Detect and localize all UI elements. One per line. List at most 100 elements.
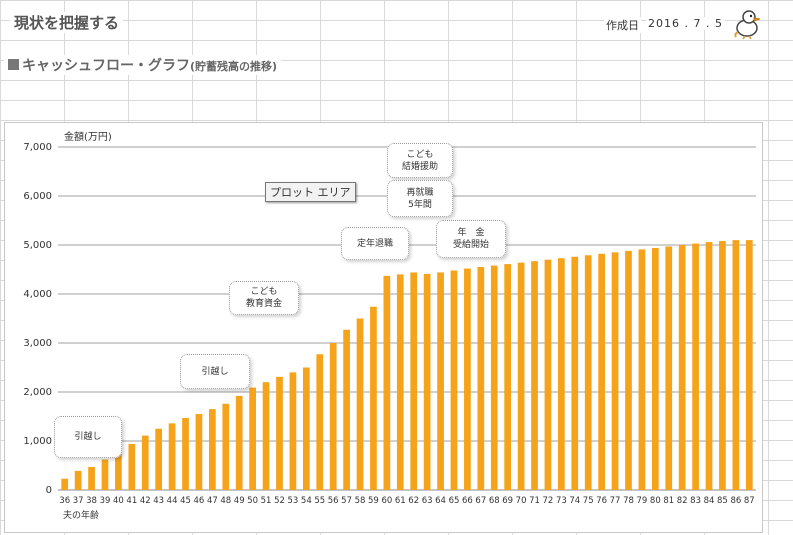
x-axis-title: 夫の年齢 — [63, 511, 100, 521]
bar — [517, 262, 525, 490]
callout-pension-start[interactable]: 年 金 受給開始 — [436, 220, 506, 258]
callout-education-fund[interactable]: こども 教育資金 — [229, 281, 299, 315]
y-tick-label: 0 — [46, 485, 52, 496]
x-tick-label: 63 — [422, 496, 433, 506]
y-tick-label: 5,000 — [23, 240, 52, 251]
bar — [611, 252, 619, 490]
callout-retirement[interactable]: 定年退職 — [341, 227, 409, 260]
section-heading: キャッシュフロー・グラフ(貯蓄残高の推移) — [4, 55, 282, 75]
x-tick-label: 83 — [690, 496, 701, 506]
x-tick-label: 52 — [274, 496, 285, 506]
callout-reemployment[interactable]: 再就職 5年間 — [387, 180, 453, 217]
bar — [692, 243, 699, 490]
bar — [678, 245, 686, 490]
bar — [584, 255, 592, 490]
x-tick-label: 53 — [287, 496, 298, 506]
x-tick-label: 75 — [583, 496, 594, 506]
bar — [61, 478, 69, 490]
x-tick-label: 36 — [59, 496, 70, 506]
x-tick-label: 66 — [462, 496, 473, 506]
x-tick-label: 38 — [86, 496, 97, 506]
bar — [665, 246, 673, 490]
callout-text: 受給開始 — [452, 240, 489, 250]
bar — [558, 258, 565, 490]
x-tick-label: 58 — [355, 496, 366, 506]
y-tick-label: 4,000 — [23, 289, 52, 300]
x-tick-label: 55 — [314, 496, 325, 506]
x-tick-label: 56 — [328, 496, 339, 506]
bar — [289, 372, 297, 490]
x-tick-label: 59 — [368, 496, 379, 506]
bar — [732, 240, 740, 490]
callout-text: 引越し — [201, 366, 229, 377]
x-tick-label: 40 — [113, 496, 124, 506]
x-tick-label: 62 — [408, 496, 419, 506]
x-tick-label: 68 — [489, 496, 500, 506]
bar — [195, 414, 203, 490]
x-tick-label: 41 — [126, 496, 137, 506]
bar — [490, 265, 498, 490]
bar — [235, 395, 243, 490]
bar — [302, 367, 310, 490]
bar — [88, 466, 95, 490]
bar — [74, 470, 82, 490]
bar — [544, 259, 552, 490]
callout-moving-1[interactable]: 引越し — [54, 416, 122, 458]
bar — [343, 329, 350, 490]
bar — [464, 268, 471, 490]
bar — [155, 428, 163, 490]
x-tick-label: 81 — [663, 496, 674, 506]
callout-text: 年 金 — [457, 228, 485, 238]
x-tick-label: 73 — [556, 496, 567, 506]
y-tick-label: 3,000 — [23, 338, 52, 349]
callout-text: 再就職 — [406, 187, 434, 198]
callout-text: 結婚援助 — [401, 161, 438, 172]
x-tick-label: 69 — [502, 496, 513, 506]
x-tick-label: 71 — [529, 496, 540, 506]
bar — [249, 387, 256, 490]
x-tick-label: 48 — [220, 496, 231, 506]
bar — [115, 451, 122, 490]
callout-text: 5年間 — [408, 199, 432, 210]
callout-wedding-aid[interactable]: こども 結婚援助 — [387, 143, 453, 178]
bar — [437, 272, 444, 490]
bar — [638, 249, 646, 490]
square-bullet-icon — [8, 59, 19, 70]
x-tick-label: 45 — [180, 496, 191, 506]
callout-moving-2[interactable]: 引越し — [180, 354, 250, 389]
date-value: 2016 . 7 . 5 — [646, 17, 725, 30]
bar — [222, 403, 230, 490]
bar — [356, 318, 364, 490]
callout-text: こども — [406, 149, 434, 160]
page-title: 現状を把握する — [10, 12, 124, 33]
bar — [168, 423, 176, 490]
y-tick-label: 2,000 — [23, 387, 52, 398]
x-tick-label: 67 — [475, 496, 486, 506]
callout-text: 引越し — [74, 432, 102, 442]
y-tick-label: 6,000 — [23, 191, 52, 202]
x-tick-label: 57 — [341, 496, 352, 506]
plot-area-tooltip: プロット エリア — [265, 182, 356, 202]
x-tick-label: 76 — [596, 496, 607, 506]
bar — [598, 253, 605, 490]
x-tick-label: 72 — [543, 496, 554, 506]
bar — [141, 435, 149, 490]
bar — [504, 264, 512, 490]
bar — [396, 274, 404, 490]
x-tick-label: 54 — [301, 496, 312, 506]
bar — [370, 306, 377, 490]
x-tick-label: 43 — [153, 496, 164, 506]
bar — [209, 409, 216, 490]
x-tick-label: 47 — [207, 496, 218, 506]
y-tick-label: 7,000 — [23, 142, 52, 153]
bar — [719, 241, 726, 490]
bar — [276, 376, 283, 490]
bar — [128, 443, 136, 490]
callout-text: 定年退職 — [356, 238, 393, 249]
bar — [705, 242, 713, 490]
x-tick-label: 80 — [650, 496, 661, 506]
x-tick-label: 44 — [167, 496, 178, 506]
x-tick-label: 61 — [395, 496, 406, 506]
y-tick-label: 1,000 — [23, 436, 52, 447]
